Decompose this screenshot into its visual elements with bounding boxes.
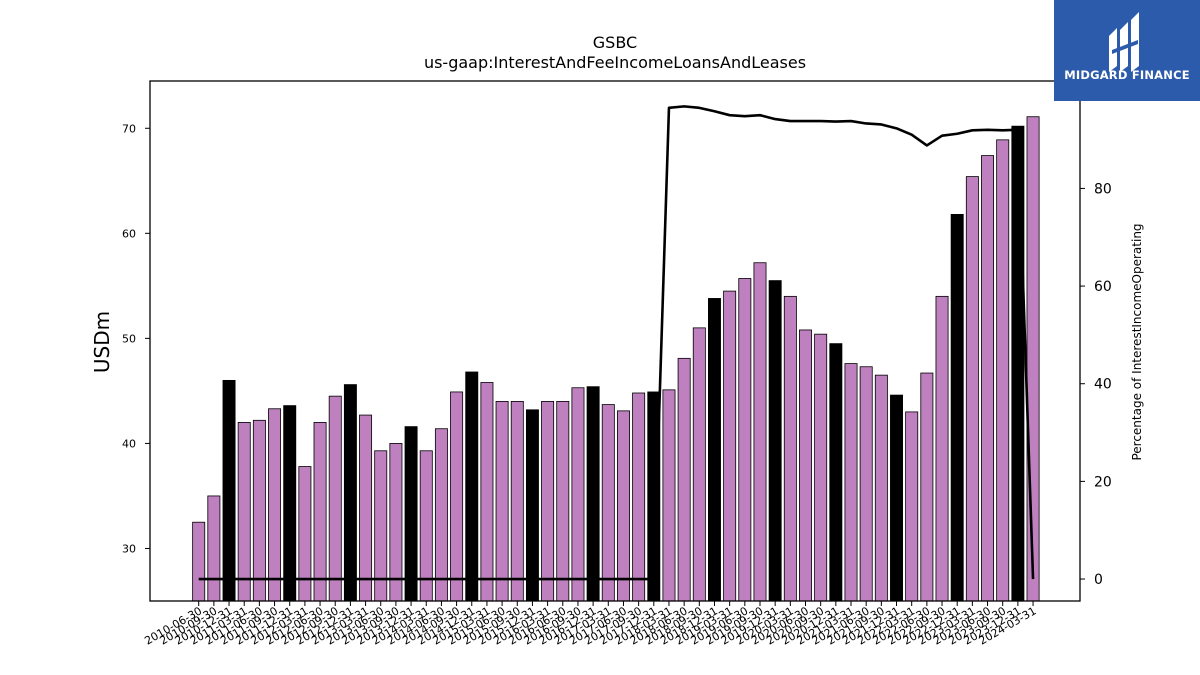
- y-tick-label: 60: [122, 227, 136, 240]
- bar: [207, 495, 221, 602]
- bar: [450, 391, 464, 602]
- plot-frame: [149, 80, 1081, 602]
- bar: [343, 384, 357, 602]
- bar: [601, 404, 615, 602]
- line-series-layer: [198, 105, 1035, 581]
- bar: [480, 382, 494, 602]
- y-tick-label: 40: [122, 437, 136, 450]
- y2-tick-label: 0: [1094, 572, 1103, 588]
- bar-series: [192, 116, 1040, 602]
- bar: [723, 290, 737, 602]
- bar: [465, 371, 479, 602]
- line-series: [198, 105, 1035, 581]
- bar: [616, 410, 630, 602]
- bar: [298, 466, 312, 602]
- bar: [890, 394, 903, 602]
- y-tick-label: 50: [122, 332, 136, 345]
- bar: [359, 414, 373, 602]
- bar: [814, 333, 828, 602]
- bar: [434, 428, 448, 602]
- midgard-mark-icon: [1109, 12, 1139, 72]
- bar: [738, 278, 752, 602]
- chart-title: GSBC: [593, 33, 637, 52]
- bar: [905, 411, 919, 602]
- y-axis-left: 30 40 50 60 70: [122, 122, 150, 555]
- bar: [844, 363, 858, 602]
- bar: [799, 329, 812, 602]
- bar: [328, 395, 342, 602]
- y2-axis-label: Percentage of InterestIncomeOperating: [1130, 223, 1144, 460]
- bar: [1026, 116, 1040, 602]
- brand-name: MIDGARD FINANCE: [1064, 68, 1190, 82]
- y-tick-label: 70: [122, 122, 136, 135]
- bar: [556, 400, 570, 602]
- bar: [662, 389, 676, 602]
- bar: [192, 521, 206, 602]
- bar: [920, 372, 934, 602]
- bar: [586, 386, 600, 602]
- bar: [996, 139, 1010, 602]
- bar: [783, 295, 797, 602]
- bar: [1011, 125, 1025, 602]
- y2-tick-label: 80: [1094, 181, 1112, 197]
- bar: [389, 443, 403, 602]
- brand-logo: MIDGARD FINANCE: [1054, 0, 1200, 101]
- bar: [692, 327, 706, 602]
- y2-tick-label: 20: [1094, 474, 1112, 490]
- bar: [677, 357, 691, 602]
- bar: [510, 400, 524, 602]
- bar: [268, 408, 282, 602]
- bar: [965, 176, 979, 602]
- bar: [632, 392, 646, 602]
- bar: [495, 400, 509, 602]
- bar: [859, 366, 873, 602]
- bar: [950, 214, 964, 602]
- bar: [768, 280, 782, 602]
- bar: [313, 422, 327, 602]
- y2-tick-label: 60: [1094, 279, 1112, 295]
- y-axis-right: 0 20 40 60 80: [1080, 181, 1112, 588]
- bar: [829, 343, 843, 602]
- bar: [753, 262, 767, 602]
- bar: [283, 405, 297, 602]
- bar: [874, 374, 888, 602]
- x-axis: 2010-06-302010-09-302010-12-312011-03-31…: [142, 601, 1039, 648]
- bar: [541, 400, 555, 602]
- bar: [708, 298, 721, 602]
- y-axis-label: USDm: [90, 311, 114, 373]
- bar: [222, 379, 236, 602]
- bar: [404, 426, 418, 602]
- bar: [981, 155, 995, 602]
- bar: [525, 409, 539, 602]
- bar: [571, 387, 585, 602]
- bar: [935, 295, 949, 602]
- chart-subtitle: us-gaap:InterestAndFeeIncomeLoansAndLeas…: [424, 53, 806, 72]
- y-tick-label: 30: [122, 542, 136, 555]
- bar: [252, 419, 266, 602]
- y2-tick-label: 40: [1094, 377, 1112, 393]
- bar: [237, 422, 251, 602]
